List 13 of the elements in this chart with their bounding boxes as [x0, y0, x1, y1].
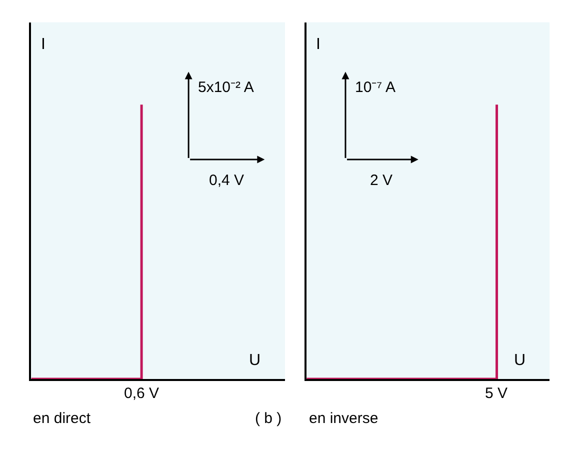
text: 10⁻⁷ A: [355, 79, 396, 96]
y-axis-title: I: [316, 36, 320, 53]
text: 5x10⁻² A: [198, 79, 254, 96]
text: 0,6 V: [124, 385, 160, 402]
text: ( b ): [255, 410, 282, 427]
x-axis-title: U: [514, 352, 526, 369]
text: 5 V: [485, 385, 508, 402]
annotation: 2 V: [370, 172, 393, 189]
x-axis-title: U: [249, 352, 261, 369]
text: en inverse: [309, 410, 378, 427]
annotation: 0,4 V: [209, 172, 244, 189]
text: en direct: [33, 410, 92, 427]
y-axis-title: I: [41, 36, 46, 53]
